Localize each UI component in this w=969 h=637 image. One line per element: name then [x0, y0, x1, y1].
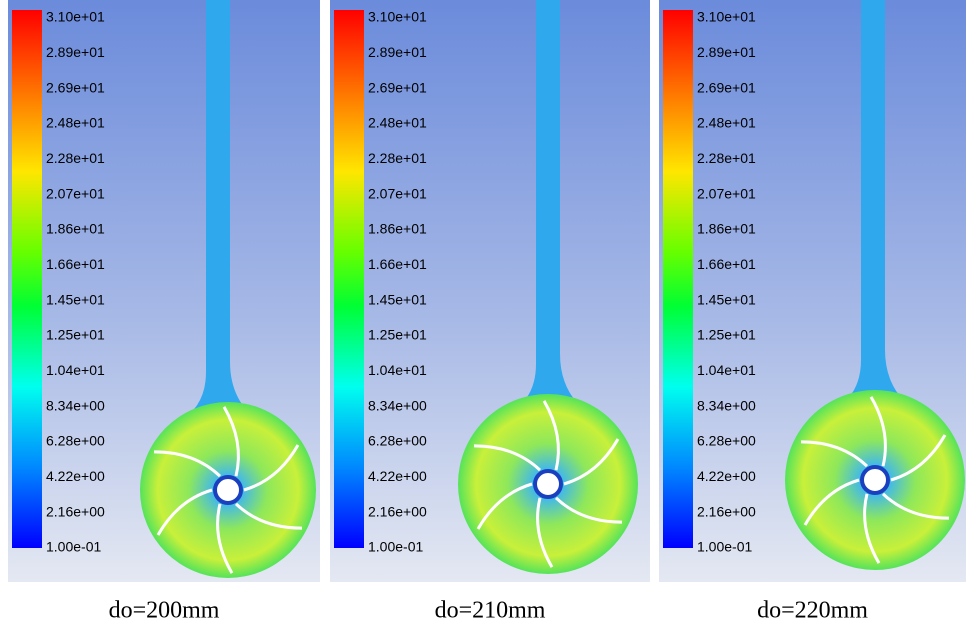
colorbar-label: 1.86e+01: [46, 221, 105, 237]
colorbar-label: 4.22e+00: [368, 468, 427, 484]
colorbar-label: 1.00e-01: [46, 539, 101, 555]
colorbar-label: 1.45e+01: [46, 291, 105, 307]
panel-caption: do=220mm: [757, 598, 868, 624]
impeller-hub: [213, 475, 243, 505]
impeller-hub: [533, 469, 563, 499]
colorbar: [334, 10, 364, 548]
outlet-pipe: [833, 0, 903, 410]
colorbar-label: 1.04e+01: [368, 362, 427, 378]
colorbar-label: 8.34e+00: [697, 397, 756, 413]
impeller-blade: [863, 493, 881, 564]
impeller-blade: [216, 503, 234, 574]
impeller-blade: [476, 482, 533, 530]
colorbar-label: 2.07e+01: [697, 185, 756, 201]
colorbar-label: 1.45e+01: [697, 291, 756, 307]
colorbar-label: 1.00e-01: [368, 539, 423, 555]
impeller-blade: [474, 444, 542, 472]
impeller-blade: [801, 440, 869, 468]
colorbar-label: 6.28e+00: [46, 433, 105, 449]
impeller-blade: [222, 406, 240, 477]
impeller-blade: [890, 434, 947, 482]
colorbar-label: 1.66e+01: [368, 256, 427, 272]
colorbar-label: 2.48e+01: [46, 115, 105, 131]
impeller-blade: [154, 450, 222, 478]
colorbar-label: 2.69e+01: [697, 79, 756, 95]
colorbar-label: 2.16e+00: [46, 503, 105, 519]
impeller-hub: [860, 465, 890, 495]
outlet-pipe: [508, 0, 578, 414]
impeller-blade: [542, 400, 560, 471]
outlet-pipe: [178, 0, 248, 422]
contour-panel: 3.10e+01 2.89e+01 2.69e+01 2.48e+01 2.28e+01…: [659, 0, 966, 624]
colorbar-label: 2.89e+01: [368, 44, 427, 60]
impeller-blade: [243, 444, 300, 492]
contour-panel: 3.10e+01 2.89e+01 2.69e+01 2.48e+01 2.28e+01…: [8, 0, 320, 624]
impeller-blade: [881, 492, 949, 520]
colorbar-label: 3.10e+01: [697, 9, 756, 25]
colorbar-label: 2.16e+00: [697, 503, 756, 519]
colorbar-label: 2.48e+01: [368, 115, 427, 131]
colorbar-label: 2.48e+01: [697, 115, 756, 131]
colorbar-label: 3.10e+01: [46, 9, 105, 25]
panel-caption: do=210mm: [435, 598, 546, 624]
colorbar-label: 1.45e+01: [368, 291, 427, 307]
impeller-blade: [156, 488, 213, 536]
colorbar-label: 8.34e+00: [368, 397, 427, 413]
colorbar-label: 2.89e+01: [697, 44, 756, 60]
colorbar-label: 3.10e+01: [368, 9, 427, 25]
colorbar: [12, 10, 42, 548]
colorbar-label: 1.04e+01: [46, 362, 105, 378]
colorbar: [663, 10, 693, 548]
colorbar-label: 8.34e+00: [46, 397, 105, 413]
impeller-blade: [869, 396, 887, 467]
colorbar-label: 2.69e+01: [368, 79, 427, 95]
colorbar-label: 2.28e+01: [697, 150, 756, 166]
colorbar-label: 6.28e+00: [368, 433, 427, 449]
colorbar-label: 2.28e+01: [368, 150, 427, 166]
colorbar-label: 2.07e+01: [46, 185, 105, 201]
colorbar-label: 4.22e+00: [46, 468, 105, 484]
colorbar-label: 1.25e+01: [46, 327, 105, 343]
colorbar-label: 2.89e+01: [46, 44, 105, 60]
colorbar-label: 2.28e+01: [46, 150, 105, 166]
impeller-blade: [803, 478, 860, 526]
colorbar-label: 1.25e+01: [368, 327, 427, 343]
colorbar-label: 1.25e+01: [697, 327, 756, 343]
colorbar-label: 1.00e-01: [697, 539, 752, 555]
contour-panel: 3.10e+01 2.89e+01 2.69e+01 2.48e+01 2.28e+01…: [330, 0, 650, 624]
panel-caption: do=200mm: [109, 598, 220, 624]
colorbar-label: 6.28e+00: [697, 433, 756, 449]
colorbar-label: 4.22e+00: [697, 468, 756, 484]
colorbar-label: 1.66e+01: [46, 256, 105, 272]
colorbar-label: 2.69e+01: [46, 79, 105, 95]
colorbar-label: 2.07e+01: [368, 185, 427, 201]
impeller-blade: [536, 497, 554, 568]
colorbar-label: 1.04e+01: [697, 362, 756, 378]
impeller-blade: [563, 438, 620, 486]
colorbar-label: 1.66e+01: [697, 256, 756, 272]
impeller-blade: [554, 496, 622, 524]
colorbar-label: 1.86e+01: [368, 221, 427, 237]
impeller-blade: [234, 502, 302, 530]
colorbar-label: 2.16e+00: [368, 503, 427, 519]
colorbar-label: 1.86e+01: [697, 221, 756, 237]
